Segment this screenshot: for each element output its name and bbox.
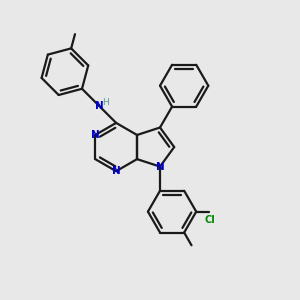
Text: H: H (102, 98, 109, 107)
Text: N: N (95, 101, 103, 111)
Text: N: N (91, 130, 100, 140)
Text: Cl: Cl (204, 215, 215, 225)
Text: N: N (112, 166, 121, 176)
Text: N: N (156, 162, 164, 172)
